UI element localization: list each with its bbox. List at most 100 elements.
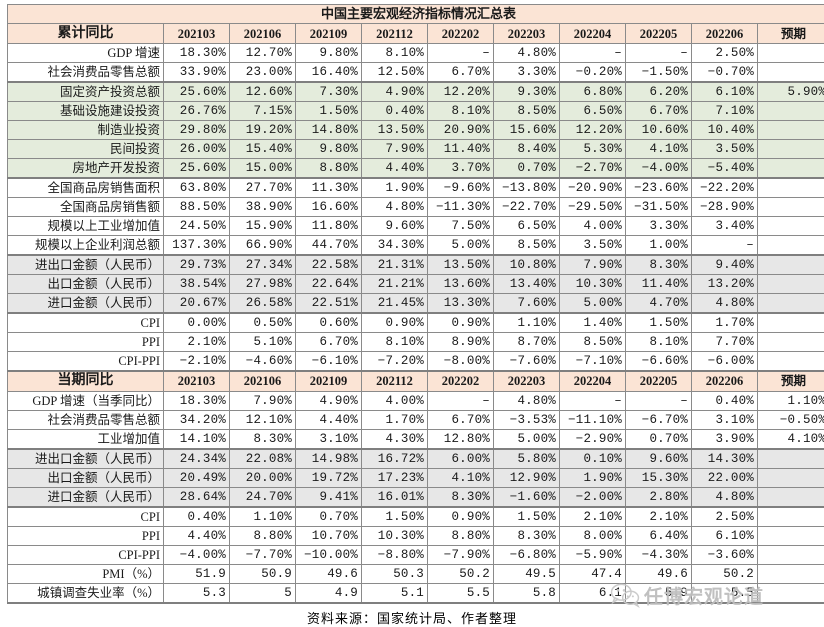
cell-202205: −4.00%: [625, 158, 692, 179]
cell-202204: 6.1: [559, 582, 626, 604]
cell-expect: [756, 158, 824, 179]
cell-202206: 10.40%: [691, 120, 758, 140]
cell-expect: [756, 447, 824, 469]
cell-202103: 38.54%: [163, 274, 230, 294]
cell-202203: −1.60%: [493, 486, 560, 508]
cell-202205: −4.30%: [625, 544, 692, 565]
table-row: PPI 2.10% 5.10% 6.70% 8.10% 8.90% 8.70% 8.50% 8.…: [7, 332, 824, 352]
cell-202106: 23.00%: [229, 62, 296, 83]
cell-202206: 0.40%: [691, 390, 758, 411]
cell-expect: [756, 62, 824, 83]
cell-202202: –: [427, 390, 494, 411]
cell-202204: 10.30%: [559, 274, 626, 294]
period-header-202106-current: 202106: [229, 370, 296, 392]
section-label-cumulative: 累计同比: [7, 23, 164, 44]
cell-202203: 1.50%: [493, 505, 560, 527]
cell-202109: 4.90%: [295, 390, 362, 411]
cell-202202: 7.50%: [427, 216, 494, 236]
row-label: 城镇调查失业率（%）: [7, 582, 164, 604]
cell-202203: 0.70%: [493, 158, 560, 179]
cell-202206: 13.20%: [691, 274, 758, 294]
cell-202106: 12.60%: [229, 81, 296, 102]
cell-202106: −7.70%: [229, 544, 296, 565]
table-row: CPI-PPI −2.10% −4.60% −6.10% −7.20% −8.00% −7.…: [7, 351, 824, 372]
cell-202205: −6.70%: [625, 409, 692, 430]
row-label: 基础设施建设投资: [7, 101, 164, 121]
table-row: 制造业投资 29.80% 19.20% 14.80% 13.50% 20.90% 15.60…: [7, 120, 824, 140]
cell-202203: −7.60%: [493, 351, 560, 372]
row-label: 进口金额（人民币）: [7, 293, 164, 314]
cell-202112: 4.00%: [361, 390, 428, 411]
cell-202204: 7.90%: [559, 254, 626, 275]
cell-202206: 3.50%: [691, 139, 758, 159]
row-label: 出口金额（人民币）: [7, 467, 164, 488]
cell-202103: 18.30%: [163, 390, 230, 411]
cell-202103: 29.73%: [163, 254, 230, 275]
cell-202206: 14.30%: [691, 447, 758, 469]
cell-202112: 9.60%: [361, 216, 428, 236]
cell-202112: 8.10%: [361, 332, 428, 352]
row-label: PPI: [7, 332, 164, 352]
cell-202103: 4.40%: [163, 525, 230, 546]
section-header-cumulative: 累计同比 202103 202106 202109 202112 202202 202203…: [7, 23, 824, 44]
cell-202106: 22.08%: [229, 447, 296, 469]
cell-202106: 38.90%: [229, 197, 296, 217]
cell-202109: −10.00%: [295, 544, 362, 565]
cell-202205: 9.60%: [625, 447, 692, 469]
cell-202106: 26.58%: [229, 293, 296, 314]
cell-202112: 4.80%: [361, 197, 428, 217]
cell-202206: 1.70%: [691, 312, 758, 333]
cell-202103: 63.80%: [163, 177, 230, 198]
cell-202112: 4.30%: [361, 428, 428, 450]
cell-202106: 27.70%: [229, 177, 296, 198]
cell-202109: 4.40%: [295, 409, 362, 430]
cell-202203: 15.60%: [493, 120, 560, 140]
cell-202202: −7.90%: [427, 544, 494, 565]
cell-202109: 16.40%: [295, 62, 362, 83]
cell-202106: 1.10%: [229, 505, 296, 527]
cell-202112: 1.70%: [361, 409, 428, 430]
cell-202202: −8.00%: [427, 351, 494, 372]
cell-202203: 10.80%: [493, 254, 560, 275]
period-header-202205-current: 202205: [625, 370, 692, 392]
cell-202106: 12.70%: [229, 43, 296, 63]
period-header-202203-current: 202203: [493, 370, 560, 392]
cell-202202: 50.2: [427, 563, 494, 584]
period-header-202109-current: 202109: [295, 370, 362, 392]
table-row: 城镇调查失业率（%） 5.3 5 4.9 5.1 5.5 5.8 6.1 5.9 5.5: [7, 582, 824, 604]
cell-202112: 8.10%: [361, 43, 428, 63]
table-row: CPI-PPI −4.00% −7.70% −10.00% −8.80% −7.90% −6…: [7, 544, 824, 565]
source-note: 资料来源：国家统计局、作者整理: [306, 611, 517, 626]
cell-202103: 20.67%: [163, 293, 230, 314]
period-header-202204-current: 202204: [559, 370, 626, 392]
cell-202205: 6.70%: [625, 101, 692, 121]
period-header-202203-cumulative: 202203: [493, 23, 560, 44]
cell-202203: 4.80%: [493, 390, 560, 411]
cell-202103: 34.20%: [163, 409, 230, 430]
cell-202205: 15.30%: [625, 467, 692, 488]
cell-202206: −0.70%: [691, 62, 758, 83]
cell-202206: 4.80%: [691, 486, 758, 508]
cell-202106: 8.30%: [229, 428, 296, 450]
cell-202204: 4.00%: [559, 216, 626, 236]
cell-202202: 8.80%: [427, 525, 494, 546]
row-label: GDP 增速: [7, 43, 164, 63]
cell-202112: 50.3: [361, 563, 428, 584]
table-row: 全国商品房销售面积 63.80% 27.70% 11.30% 1.90% −9.60% −1…: [7, 177, 824, 198]
table-row: GDP 增速（当季同比） 18.30% 7.90% 4.90% 4.00% –4.80% –…: [7, 390, 824, 411]
cell-202109: 16.60%: [295, 197, 362, 217]
cell-202112: −7.20%: [361, 351, 428, 372]
cell-202204: 5.30%: [559, 139, 626, 159]
cell-202203: 3.30%: [493, 62, 560, 83]
cell-202204: 8.50%: [559, 332, 626, 352]
cell-202106: 15.40%: [229, 139, 296, 159]
cell-202109: 9.80%: [295, 43, 362, 63]
period-header-202206-cumulative: 202206: [691, 23, 758, 44]
cell-expect: [756, 544, 824, 565]
cell-202112: 21.45%: [361, 293, 428, 314]
cell-202205: 5.9: [625, 582, 692, 604]
cell-expect: −0.50%: [756, 409, 824, 430]
cell-202106: 24.70%: [229, 486, 296, 508]
cell-202205: –: [625, 43, 692, 63]
cell-202205: 3.30%: [625, 216, 692, 236]
